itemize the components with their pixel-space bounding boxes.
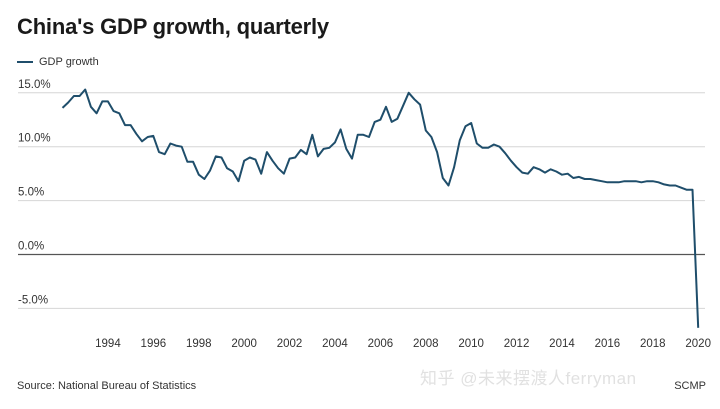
- x-tick-label: 1994: [95, 338, 121, 350]
- legend: GDP growth: [17, 56, 99, 68]
- publisher-credit: SCMP: [674, 380, 706, 392]
- series-line-gdp-growth: [61, 88, 700, 328]
- source-note: Source: National Bureau of Statistics: [17, 380, 197, 392]
- y-tick-label: -5.0%: [18, 294, 48, 306]
- y-tick-label: 10.0%: [18, 133, 51, 145]
- x-tick-label: 2002: [277, 338, 303, 350]
- x-tick-label: 2006: [368, 338, 394, 350]
- y-tick-label: 5.0%: [18, 187, 44, 199]
- watermark: 知乎 @未来摆渡人ferryman: [420, 369, 637, 388]
- y-tick-label: 0.0%: [18, 241, 44, 253]
- x-tick-label: 2018: [640, 338, 666, 350]
- x-tick-label: 1996: [141, 338, 167, 350]
- x-tick-label: 2010: [458, 338, 484, 350]
- legend-swatch: [17, 61, 33, 63]
- x-tick-label: 2020: [685, 338, 711, 350]
- x-tick-label: 2008: [413, 338, 439, 350]
- x-tick-label: 2014: [549, 338, 575, 350]
- x-tick-label: 2000: [231, 338, 257, 350]
- legend-label: GDP growth: [39, 56, 99, 68]
- x-tick-label: 2004: [322, 338, 348, 350]
- x-tick-label: 2012: [504, 338, 530, 350]
- y-tick-label: 15.0%: [18, 79, 51, 91]
- x-tick-label: 2016: [595, 338, 621, 350]
- chart-title: China's GDP growth, quarterly: [17, 14, 329, 39]
- x-tick-label: 1998: [186, 338, 212, 350]
